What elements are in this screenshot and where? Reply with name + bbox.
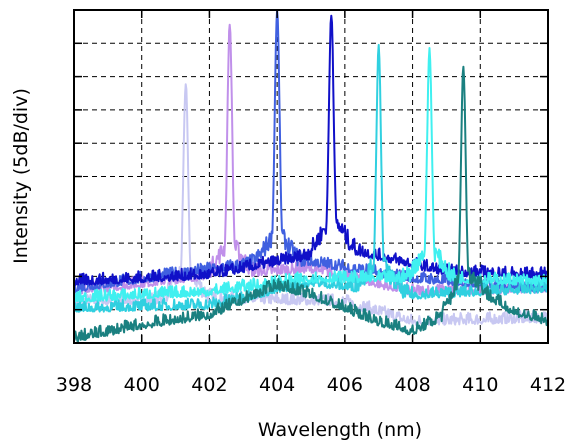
- series-line-5: [73, 43, 549, 313]
- x-tick-label: 408: [394, 374, 430, 396]
- x-tick-label: 410: [462, 374, 498, 396]
- grid-lines: [74, 10, 548, 343]
- series-line-6: [73, 47, 549, 303]
- x-tick-label: 406: [327, 374, 363, 396]
- x-tick-label: 400: [124, 374, 160, 396]
- x-tick-label: 402: [191, 374, 227, 396]
- series-lines: [73, 9, 549, 343]
- x-axis-label: Wavelength (nm): [258, 419, 422, 441]
- x-tick-label: 404: [259, 374, 295, 396]
- series-line-7: [73, 65, 549, 343]
- axis-ticks: [73, 9, 549, 344]
- x-tick-label: 412: [530, 374, 566, 396]
- x-tick-label: 398: [56, 374, 92, 396]
- y-axis-label: Intensity (5dB/div): [10, 88, 32, 264]
